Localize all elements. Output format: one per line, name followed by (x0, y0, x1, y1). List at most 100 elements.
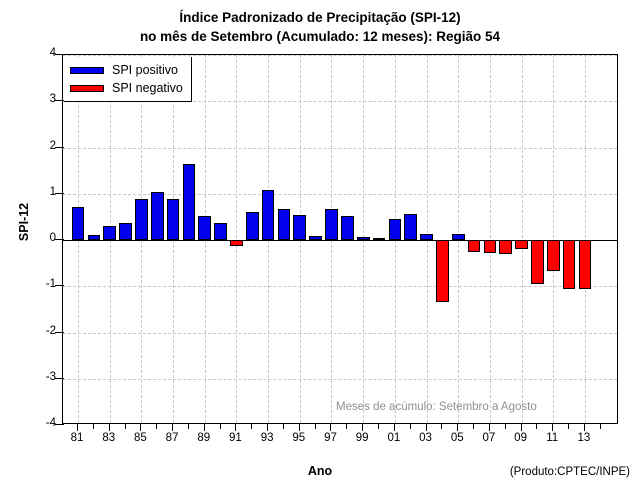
legend-swatch-negative (70, 84, 104, 92)
y-tick-label: -3 (45, 370, 56, 383)
chart-legend: SPI positivo SPI negativo (64, 57, 192, 102)
bar-1981 (71, 206, 85, 240)
x-tick-mark (172, 424, 174, 431)
x-tick-label: 91 (229, 432, 242, 444)
x-tick-mark-minor (251, 424, 253, 429)
y-tick-mark (55, 146, 64, 148)
bar-1988 (182, 164, 196, 240)
bar-1985 (135, 199, 148, 240)
x-tick-mark (583, 424, 585, 431)
bar-1994 (277, 208, 291, 240)
x-tick-mark-minor (504, 424, 506, 429)
bar-1982 (87, 234, 101, 240)
x-tick-mark-minor (282, 424, 284, 429)
y-tick-label: 0 (49, 232, 56, 244)
y-tick-mark (55, 377, 64, 379)
x-tick-label: 85 (134, 432, 147, 444)
x-tick-label: 07 (482, 432, 496, 444)
bar-2001 (388, 219, 402, 240)
x-tick-mark (77, 424, 79, 431)
bar-1995 (293, 214, 307, 240)
y-tick-label: 1 (49, 185, 56, 198)
legend-item-positive: SPI positivo (70, 61, 183, 79)
bar-1990 (214, 223, 227, 240)
chart-title: Índice Padronizado de Precipitação (SPI-… (0, 8, 640, 46)
bar-1996 (309, 235, 322, 240)
x-tick-mark (362, 424, 364, 431)
x-tick-mark (488, 424, 490, 431)
x-tick-label: 97 (324, 432, 337, 444)
x-tick-label: 13 (577, 432, 591, 444)
bar-2013 (578, 240, 592, 290)
x-tick-mark-minor (124, 424, 126, 429)
x-tick-mark-minor (92, 424, 94, 429)
x-tick-label: 01 (387, 432, 401, 444)
bar-2012 (562, 240, 576, 289)
x-axis-title: Ano (307, 464, 333, 478)
y-tick-mark (55, 331, 64, 333)
x-tick-mark (235, 424, 237, 431)
bar-1989 (198, 216, 212, 240)
bar-2010 (531, 240, 544, 284)
x-tick-label: 83 (102, 432, 116, 444)
x-tick-mark (393, 424, 395, 431)
bar-1999 (356, 236, 370, 240)
y-tick-label: 2 (49, 139, 56, 152)
gridline-horizontal (63, 101, 617, 103)
x-tick-mark-minor (156, 424, 158, 429)
legend-swatch-positive (70, 66, 104, 74)
gridline-vertical (489, 55, 491, 423)
x-tick-label: 95 (292, 432, 306, 444)
x-tick-label: 87 (165, 432, 179, 444)
gridline-vertical (236, 55, 238, 423)
bar-2011 (546, 240, 560, 272)
product-credit: (Produto:CPTEC/INPE) (509, 466, 630, 478)
x-tick-label: 05 (450, 432, 464, 444)
x-tick-mark (140, 424, 142, 431)
y-tick-mark (55, 54, 64, 55)
bar-2005 (451, 233, 465, 240)
bar-2000 (372, 237, 386, 240)
bar-1984 (119, 223, 132, 240)
y-tick-label: -1 (45, 278, 56, 291)
x-tick-mark (203, 424, 205, 431)
x-tick-mark-minor (314, 424, 316, 429)
bar-1986 (150, 192, 164, 240)
y-tick-mark (55, 239, 64, 240)
x-tick-mark-minor (346, 424, 348, 429)
y-tick-mark (55, 424, 64, 425)
x-tick-label: 93 (260, 432, 274, 444)
y-tick-mark (55, 100, 64, 102)
gridline-horizontal (63, 378, 617, 380)
x-tick-mark-minor (378, 424, 380, 429)
x-tick-mark-minor (441, 424, 443, 429)
x-tick-label: 89 (197, 432, 211, 444)
x-tick-mark-minor (409, 424, 411, 429)
y-tick-label: -4 (45, 417, 56, 429)
gridline-vertical (553, 55, 555, 423)
y-tick-label: 3 (49, 93, 56, 106)
gridline-vertical (521, 55, 523, 423)
bar-1993 (261, 189, 275, 240)
y-tick-mark (55, 285, 64, 287)
gridline-horizontal (63, 55, 617, 56)
chart-title-line-1: Índice Padronizado de Precipitação (SPI-… (179, 10, 461, 25)
gridline-vertical (584, 55, 586, 423)
zero-baseline (63, 240, 617, 241)
bar-2004 (436, 240, 449, 303)
plot-area (62, 54, 618, 424)
gridline-horizontal (63, 193, 617, 195)
x-tick-mark (425, 424, 427, 431)
x-tick-mark (552, 424, 554, 431)
x-tick-mark-minor (187, 424, 189, 429)
bar-2008 (499, 240, 513, 255)
x-tick-label: 81 (70, 432, 84, 444)
bar-2007 (483, 240, 497, 254)
legend-label-positive: SPI positivo (112, 62, 179, 77)
x-tick-mark (267, 424, 269, 431)
x-tick-mark-minor (568, 424, 570, 429)
legend-label-negative: SPI negativo (112, 80, 183, 95)
gridline-horizontal (63, 286, 617, 288)
x-tick-mark (108, 424, 110, 431)
bar-2009 (515, 240, 528, 250)
